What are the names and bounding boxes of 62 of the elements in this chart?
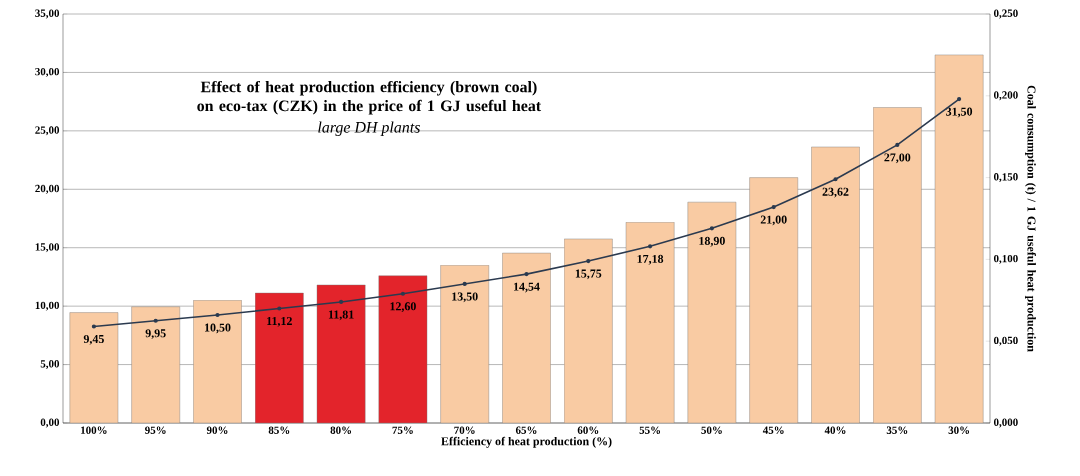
data-label: 14,54 [514,282,540,293]
data-label: 23,62 [822,187,849,198]
data-label: 11,81 [328,310,354,321]
point [586,258,591,264]
data-label: 12,60 [390,302,416,313]
y-tick-label: 25,00 [35,126,60,136]
x-tick-label: 45% [762,426,784,434]
point [339,299,344,305]
y2-tick-label: 0,000 [993,418,1018,428]
y-tick-label: 30,00 [35,67,60,77]
data-label: 13,50 [452,292,478,303]
data-label: 9,45 [83,334,104,345]
point [153,318,158,323]
point [771,204,776,210]
point [91,324,96,329]
point [709,226,714,231]
point [648,244,653,249]
y2-axis-title: Coal consumption (t) / 1 GJ useful heat production [1025,85,1036,352]
data-label: 17,18 [637,254,664,265]
x-tick-label: 35% [886,426,908,434]
y-tick-label: 15,00 [35,243,60,253]
x-tick-label: 100% [81,426,107,434]
x-tick-label: 95% [145,426,166,434]
y2-tick-label: 0,150 [993,173,1018,183]
point [524,272,529,277]
point [957,96,962,102]
y2-tick-label: 0,250 [993,9,1018,19]
y-tick-label: 20,00 [35,184,60,194]
y-tick-label: 0,00 [40,418,60,428]
x-tick-label: 70% [454,426,475,434]
point [400,291,405,296]
data-label: 27,00 [884,153,911,164]
data-label: 9,95 [145,329,166,340]
data-label: 10,50 [205,323,231,334]
text: large DH plants [318,121,420,136]
x-tick-label: 65% [515,426,537,434]
data-label: 21,00 [760,215,787,226]
y-tick-label: 5,00 [40,360,60,370]
point [895,142,900,147]
point [462,281,467,287]
point [277,306,282,311]
x-tick-label: 40% [824,426,846,434]
data-label: 31,50 [946,107,973,118]
x-tick-label: 75% [392,426,413,434]
x-tick-label: 60% [577,426,599,434]
x-tick-label: 90% [206,426,228,434]
y2-tick-label: 0,200 [993,91,1018,101]
x-tick-label: 30% [948,426,970,434]
point [833,177,838,182]
x-axis-title: Efficiency of heat production (%) [441,436,612,448]
y-tick-label: 35,00 [35,9,60,19]
x-tick-label: 50% [701,426,722,434]
data-label: 15,75 [575,269,602,280]
x-tick-label: 80% [330,426,352,434]
point [215,312,220,318]
x-tick-label: 55% [639,426,661,434]
y-tick-label: 10,00 [35,301,60,311]
data-label: 18,90 [699,236,725,247]
y2-tick-label: 0,100 [993,254,1018,264]
x-tick-label: 85% [268,426,290,434]
y2-tick-label: 0,050 [993,336,1018,346]
data-label: 11,12 [267,316,292,327]
